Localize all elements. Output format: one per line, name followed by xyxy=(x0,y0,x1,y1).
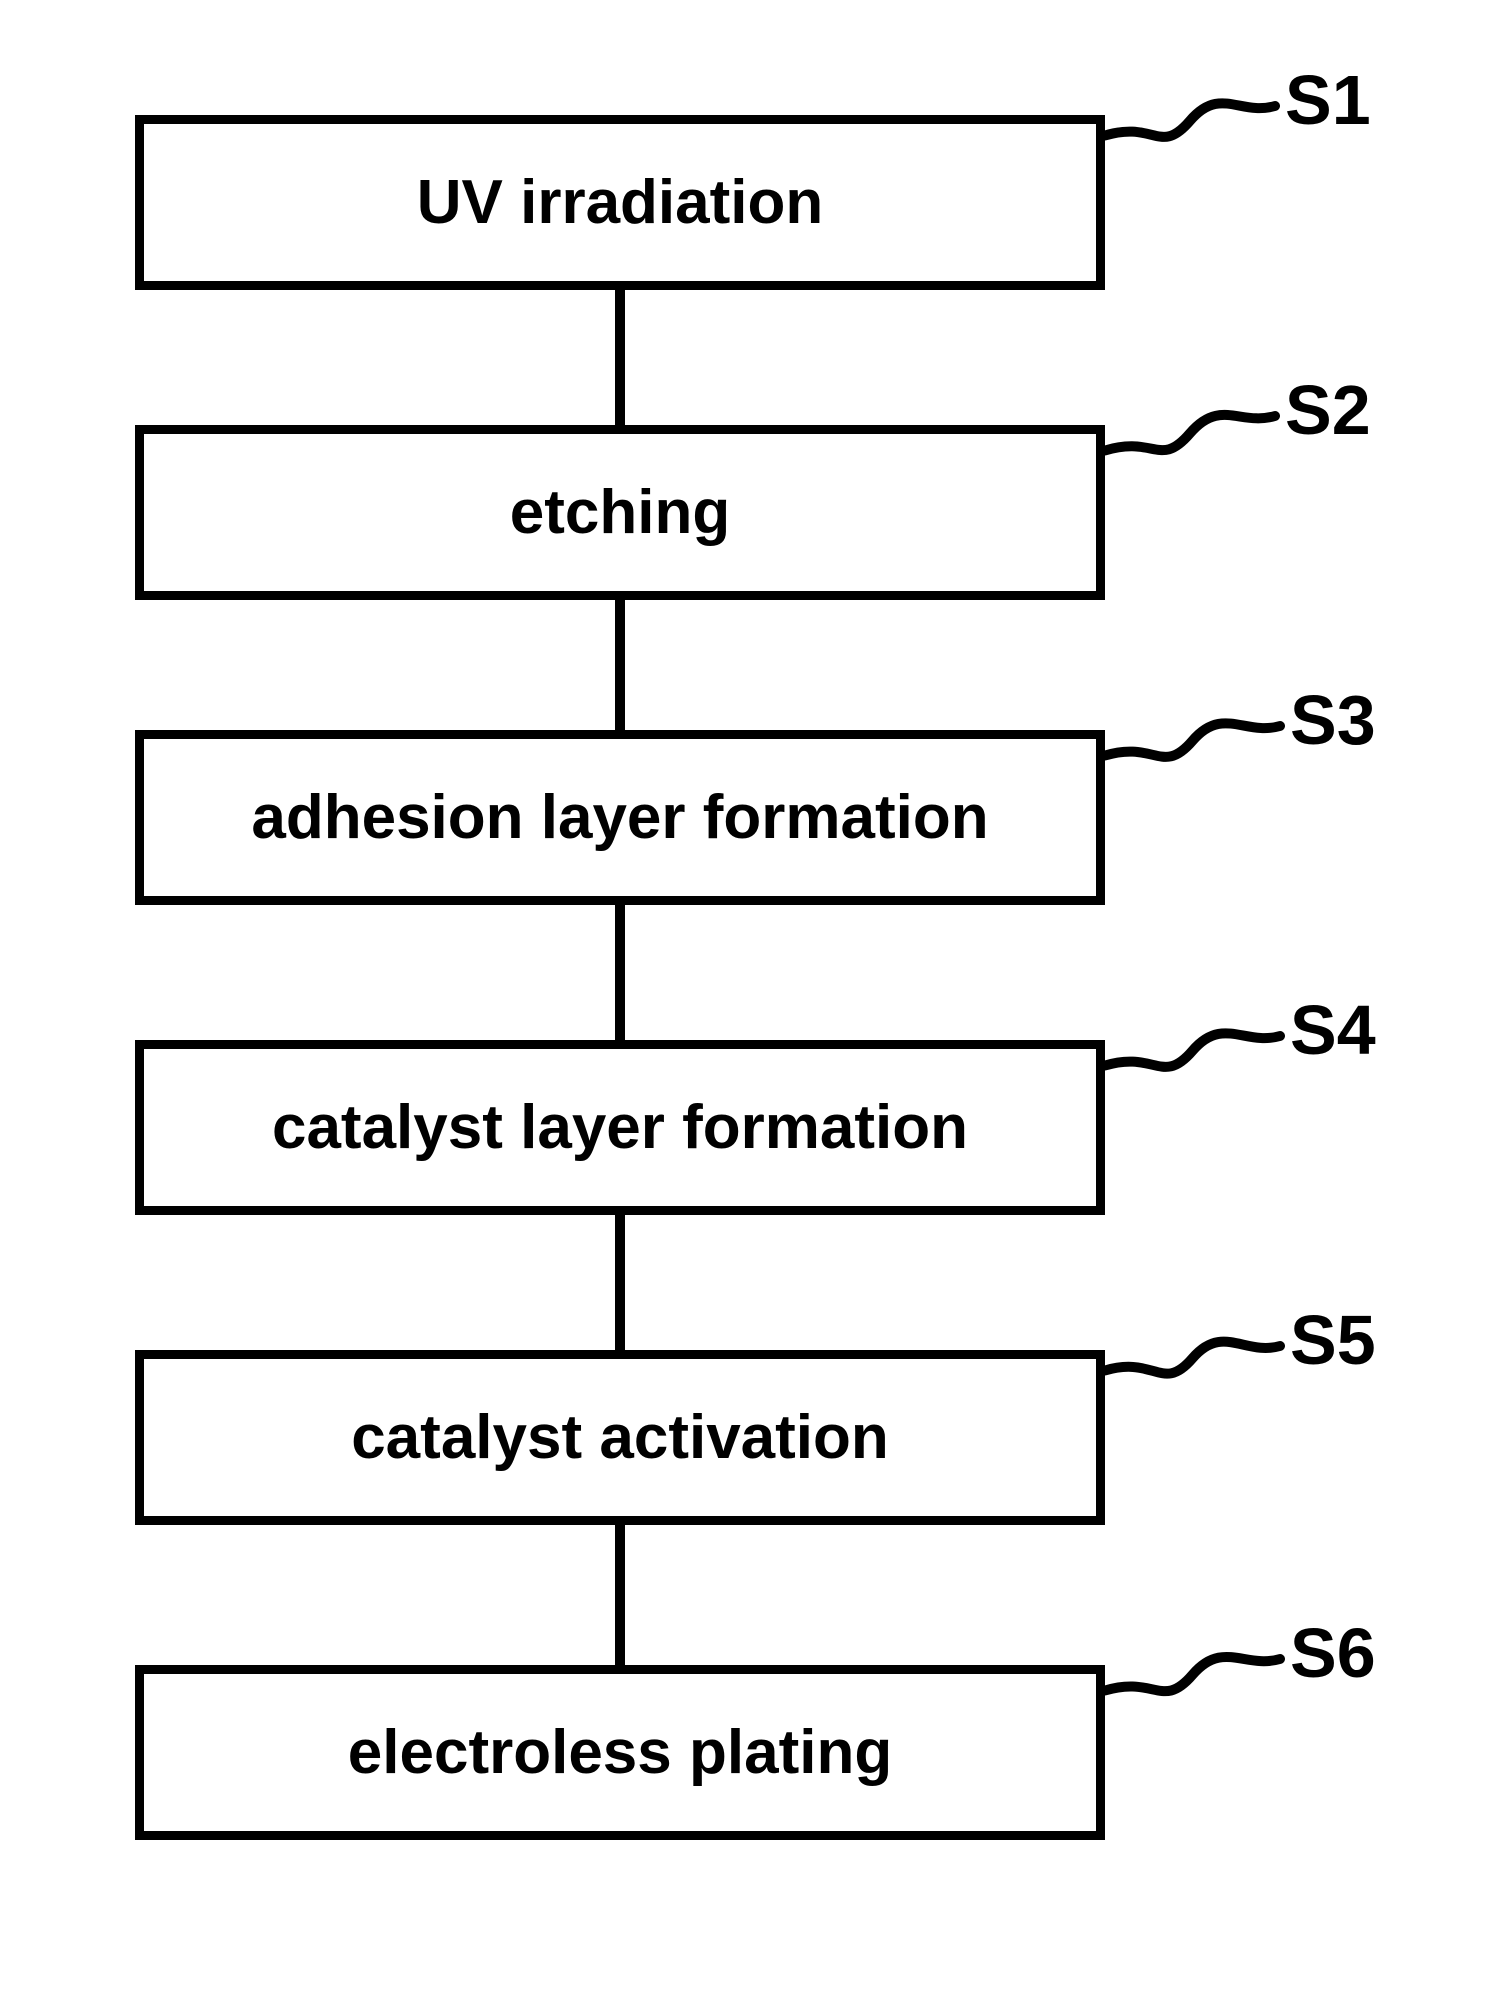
step-box-s2: etching xyxy=(135,425,1105,600)
step-box-s3: adhesion layer formation xyxy=(135,730,1105,905)
step-box-s4: catalyst layer formation xyxy=(135,1040,1105,1215)
connector-s4-s5 xyxy=(615,1215,625,1350)
step-box-s1: UV irradiation xyxy=(135,115,1105,290)
connector-s5-s6 xyxy=(615,1525,625,1665)
step-label-s5: S5 xyxy=(1290,1300,1376,1380)
step-label-s3: S3 xyxy=(1290,680,1376,760)
step-text-s6: electroless plating xyxy=(348,1717,892,1788)
step-text-s5: catalyst activation xyxy=(351,1402,889,1473)
callout-s4 xyxy=(1085,996,1320,1106)
callout-s6 xyxy=(1085,1619,1320,1731)
connector-s3-s4 xyxy=(615,905,625,1040)
callout-s5 xyxy=(1085,1306,1320,1411)
callout-s1 xyxy=(1085,66,1315,176)
step-text-s1: UV irradiation xyxy=(417,167,824,238)
step-text-s4: catalyst layer formation xyxy=(272,1092,968,1163)
step-label-s1: S1 xyxy=(1285,60,1371,140)
connector-s2-s3 xyxy=(615,600,625,730)
step-text-s3: adhesion layer formation xyxy=(251,782,988,853)
step-label-s2: S2 xyxy=(1285,370,1371,450)
flowchart-canvas: UV irradiation S1 etching S2 adhesion la… xyxy=(0,0,1500,1989)
step-box-s5: catalyst activation xyxy=(135,1350,1105,1525)
step-label-s4: S4 xyxy=(1290,990,1376,1070)
connector-s1-s2 xyxy=(615,290,625,425)
step-label-s6: S6 xyxy=(1290,1613,1376,1693)
step-box-s6: electroless plating xyxy=(135,1665,1105,1840)
callout-s2 xyxy=(1085,376,1315,491)
step-text-s2: etching xyxy=(510,477,730,548)
callout-s3 xyxy=(1085,686,1320,796)
